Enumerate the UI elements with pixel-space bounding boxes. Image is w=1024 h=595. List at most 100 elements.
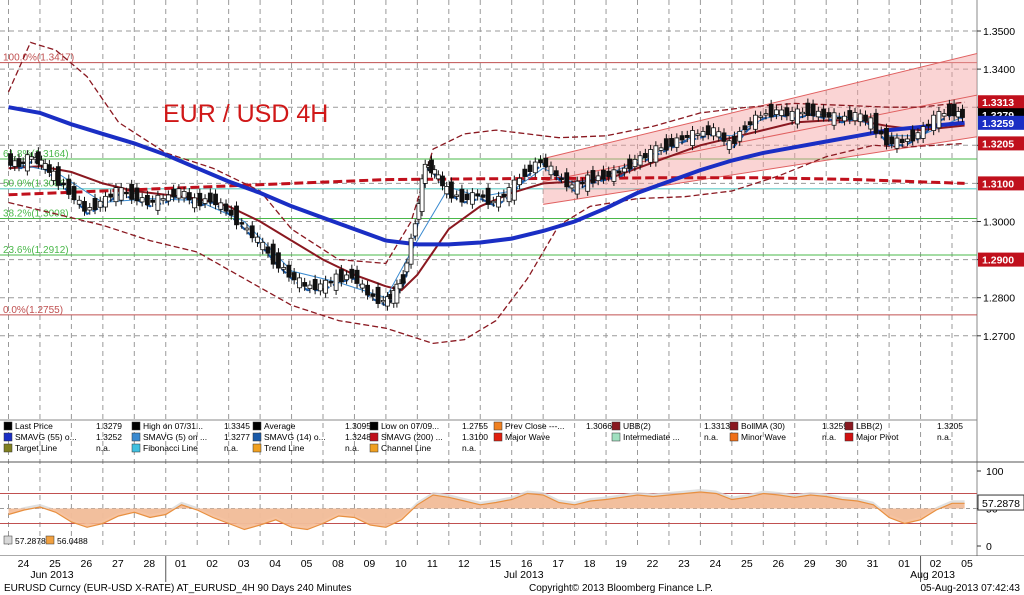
month-label: Jun 2013 xyxy=(30,569,73,581)
candle-body xyxy=(333,273,339,291)
candle-body xyxy=(8,153,13,166)
candle-body xyxy=(12,160,18,167)
candle-body xyxy=(511,179,517,201)
candle-body xyxy=(129,184,135,200)
x-tick-label: 24 xyxy=(18,558,30,570)
candle-body xyxy=(658,147,664,151)
candle-body xyxy=(884,127,889,146)
fib-label: 100.0%(1.3417) xyxy=(3,53,74,64)
candle-body xyxy=(20,161,26,164)
legend-swatch xyxy=(844,421,854,431)
candle-body xyxy=(400,274,406,284)
candle-body xyxy=(695,133,701,136)
candle-body xyxy=(404,262,410,273)
candle-body xyxy=(564,172,570,188)
channel-lower xyxy=(543,136,977,205)
candle-body xyxy=(113,187,119,203)
candle-body xyxy=(176,188,182,199)
candle-body xyxy=(815,110,821,118)
candle-body xyxy=(380,299,386,303)
x-tick-label: 29 xyxy=(804,558,816,570)
candle-body xyxy=(732,135,737,144)
candle-body xyxy=(669,138,674,147)
rsi-legend-label: 56.0488 xyxy=(57,536,88,546)
legend-label: Last Price xyxy=(15,421,53,431)
candle-body xyxy=(207,192,213,203)
candle-body xyxy=(627,158,633,170)
candle-body xyxy=(475,193,481,197)
price-tag xyxy=(978,115,1024,130)
candle-body xyxy=(124,191,129,195)
x-tick-label: 01 xyxy=(175,558,187,570)
legend-value: 1.3205 xyxy=(937,421,963,431)
rsi-legend-swatch xyxy=(45,535,55,545)
legend-swatch xyxy=(369,432,379,442)
y-tick-label: 1.3400 xyxy=(983,64,1015,76)
rsi-value-label: 57.2878 xyxy=(982,498,1020,510)
legend-swatch xyxy=(252,421,262,431)
candle-body xyxy=(737,131,743,142)
candle-body xyxy=(103,195,108,208)
candle-body xyxy=(87,207,93,211)
candle-body xyxy=(836,116,842,120)
candle-body xyxy=(842,115,847,122)
candle-body xyxy=(71,186,77,201)
candle-body xyxy=(323,279,329,294)
legend-value: 1.2755 xyxy=(462,421,488,431)
candle-body xyxy=(354,269,360,284)
candle-body xyxy=(139,197,145,203)
legend-swatch xyxy=(3,421,13,431)
candle-body xyxy=(905,138,910,142)
fib-label: 50.0%(1.3086) xyxy=(3,179,69,190)
x-tick-label: 05 xyxy=(301,558,313,570)
candle-body xyxy=(553,170,559,177)
candle-body xyxy=(171,188,177,198)
candle-body xyxy=(899,138,905,144)
candle-body xyxy=(910,129,916,142)
legend-swatch xyxy=(131,421,141,431)
candle-body xyxy=(118,187,124,201)
y-tick-label: 1.3000 xyxy=(983,217,1015,229)
legend-label: High on 07/31... xyxy=(143,421,203,431)
candle-body xyxy=(779,109,785,116)
x-tick-label: 25 xyxy=(741,558,753,570)
candle-body xyxy=(847,110,853,120)
x-tick-label: 05 xyxy=(961,558,973,570)
candle-body xyxy=(810,103,816,117)
legend-swatch xyxy=(493,421,503,431)
candle-body xyxy=(459,188,465,203)
legend-value: n.a. xyxy=(345,443,359,453)
candle-body xyxy=(39,159,44,166)
candle-body xyxy=(145,194,150,206)
candle-body xyxy=(223,203,229,212)
candle-body xyxy=(228,209,234,216)
candle-body xyxy=(716,131,722,138)
x-tick-label: 24 xyxy=(710,558,722,570)
candle-body xyxy=(485,187,491,205)
month-label: Aug 2013 xyxy=(910,569,955,581)
x-tick-label: 30 xyxy=(835,558,847,570)
candle-body xyxy=(543,157,549,168)
legend-swatch xyxy=(131,432,141,442)
fib-label: 23.6%(1.2912) xyxy=(3,245,69,256)
candle-body xyxy=(632,158,638,168)
candle-body xyxy=(454,194,460,197)
x-tick-label: 18 xyxy=(584,558,596,570)
legend-swatch xyxy=(3,432,13,442)
legend-swatch xyxy=(369,443,379,453)
candle-body xyxy=(370,293,376,297)
candle-body xyxy=(51,170,56,181)
legend-label: SMAVG (200) ... xyxy=(381,432,443,442)
candle-body xyxy=(61,182,66,186)
x-tick-label: 31 xyxy=(867,558,879,570)
candle-body xyxy=(747,121,753,126)
legend-value: 1.3259 xyxy=(822,421,848,431)
legend-label: Fibonacci Line xyxy=(143,443,198,453)
candle-body xyxy=(794,108,800,125)
y-tick-label: 1.2800 xyxy=(983,293,1015,305)
candle-body xyxy=(763,113,769,116)
candle-body xyxy=(826,112,832,118)
candle-body xyxy=(422,163,428,184)
bollinger-lower-line xyxy=(8,142,965,345)
candle-body xyxy=(186,192,192,201)
